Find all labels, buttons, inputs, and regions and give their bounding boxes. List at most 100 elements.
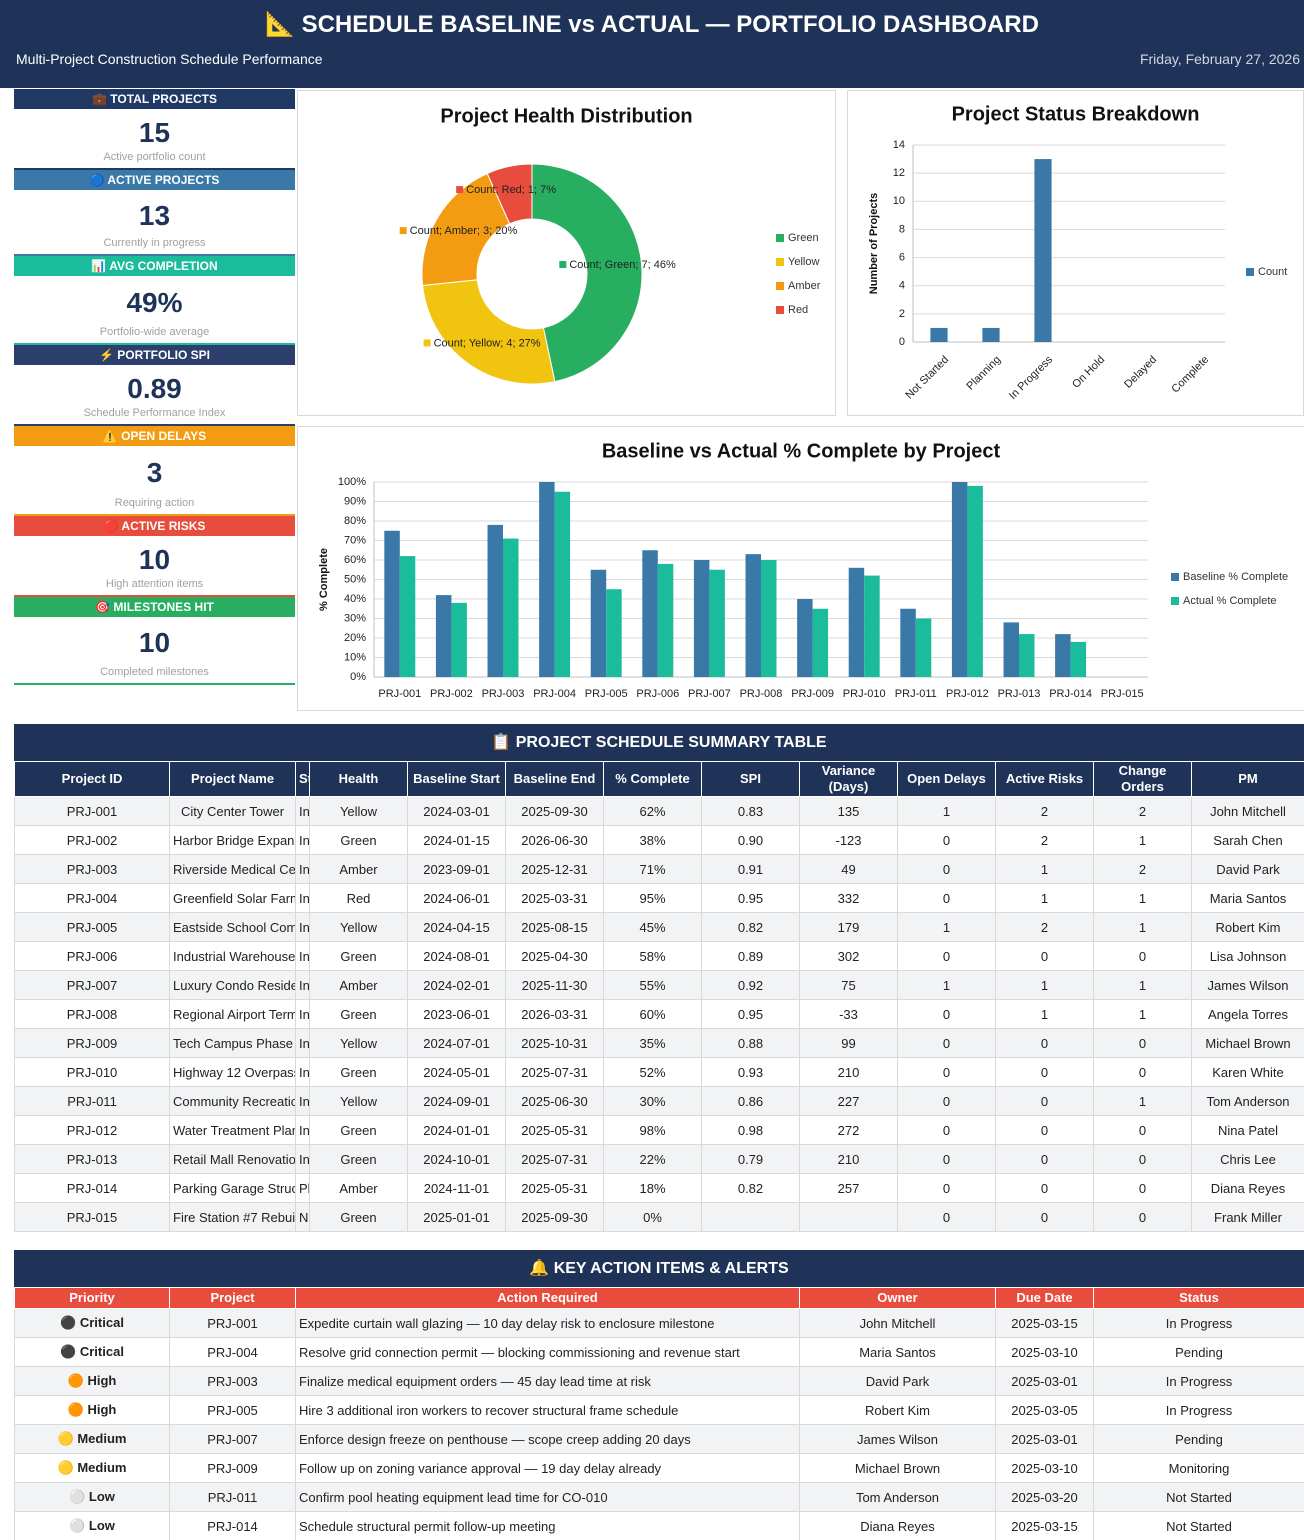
y-tick-label: 12 — [893, 167, 905, 179]
table-cell: 210 — [799, 1057, 898, 1087]
table-cell: James Wilson — [799, 1424, 996, 1454]
table-cell: 0 — [897, 1086, 996, 1116]
bar — [812, 608, 829, 677]
table-cell: 2024-01-15 — [407, 825, 506, 855]
table-cell: 49 — [799, 854, 898, 884]
legend-swatch — [776, 306, 784, 314]
table-cell: In Progress — [295, 999, 310, 1029]
y-tick-label: 20% — [344, 632, 366, 644]
table-cell: 0 — [897, 1057, 996, 1087]
table-cell: 1 — [1093, 970, 1192, 1000]
table-cell: 2024-04-15 — [407, 912, 506, 942]
table-cell: 2025-08-15 — [505, 912, 604, 942]
table-cell: 0% — [603, 1202, 702, 1232]
table-cell: 135 — [799, 796, 898, 826]
table-cell: PRJ-007 — [14, 970, 170, 1000]
header: 📐 SCHEDULE BASELINE vs ACTUAL — PORTFOLI… — [0, 0, 1304, 88]
table-cell: 2025-04-30 — [505, 941, 604, 971]
bar — [967, 485, 983, 677]
table-cell: 2024-01-01 — [407, 1115, 506, 1145]
section-title: 🔔 KEY ACTION ITEMS & ALERTS — [14, 1250, 1304, 1287]
table-cell: 227 — [799, 1086, 898, 1116]
table-cell: PRJ-001 — [14, 796, 170, 826]
table-cell: 2025-09-30 — [505, 796, 604, 826]
table-cell: 0.92 — [701, 970, 800, 1000]
table-row: 🟠 High PRJ-005 Hire 3 additional iron work… — [14, 1395, 1304, 1425]
table-cell: 22% — [603, 1144, 702, 1174]
table-cell: John Mitchell — [799, 1308, 996, 1338]
table-cell: 0 — [1093, 1202, 1192, 1232]
pie-slice — [486, 163, 533, 225]
table-cell: 🟡 Medium — [14, 1424, 170, 1454]
table-cell: 0.90 — [701, 825, 800, 855]
kpi-note: Active portfolio count — [103, 151, 206, 163]
kpi-note: Schedule Performance Index — [83, 407, 226, 419]
kpi-card: 🔵 ACTIVE PROJECTS 13 Currently in progress — [14, 170, 295, 256]
table-cell: 0 — [1093, 1115, 1192, 1145]
table-cell: 2025-03-05 — [995, 1395, 1094, 1425]
table-cell: 58% — [603, 941, 702, 971]
header-row: Priority Project Action Required Owner Due D… — [14, 1287, 1304, 1309]
kpi-label: 🎯 MILESTONES HIT — [14, 597, 295, 617]
column-header: Project ID — [14, 761, 170, 797]
pie-slice — [531, 163, 643, 383]
table-cell: ⚫ Critical — [14, 1337, 170, 1367]
column-header: PM — [1191, 761, 1304, 797]
table-cell: Karen White — [1191, 1057, 1304, 1087]
table-cell: Sarah Chen — [1191, 825, 1304, 855]
table-cell: Green — [309, 941, 408, 971]
table-cell: PRJ-002 — [14, 825, 170, 855]
table-cell: 0 — [897, 1202, 996, 1232]
table-cell: In Progress — [295, 796, 310, 826]
table-cell: 0.89 — [701, 941, 800, 971]
table-cell: 1 — [897, 796, 996, 826]
table-cell: 332 — [799, 883, 898, 913]
y-axis-title: Number of Projects — [868, 193, 880, 294]
table-cell: 2 — [1093, 854, 1192, 884]
table-cell: 2024-05-01 — [407, 1057, 506, 1087]
table-cell: Hire 3 additional iron workers to recove… — [295, 1395, 800, 1425]
table-cell: Not Started — [1093, 1511, 1304, 1540]
table-cell: 🟠 High — [14, 1395, 170, 1425]
table-cell: 0.91 — [701, 854, 800, 884]
kpi-card: ⚡ PORTFOLIO SPI 0.89 Schedule Performance … — [14, 345, 295, 426]
table-cell: Yellow — [309, 1086, 408, 1116]
table-row: ⚪ Low PRJ-011 Confirm pool heating equipme… — [14, 1482, 1304, 1512]
kpi-value: 3 — [146, 457, 163, 488]
table-cell: PRJ-003 — [169, 1366, 296, 1396]
table-cell: 98% — [603, 1115, 702, 1145]
y-tick-label: 0% — [350, 671, 366, 683]
table-cell: 0.88 — [701, 1028, 800, 1058]
chart: Baseline vs Actual % Complete by Project… — [297, 426, 1304, 711]
table-cell: 2025-01-01 — [407, 1202, 506, 1232]
x-tick-label: PRJ-013 — [998, 688, 1041, 700]
table-cell: 0 — [1093, 941, 1192, 971]
data-label: Count; Green; 7; 46% — [569, 259, 676, 271]
kpi-note: High attention items — [105, 578, 204, 590]
legend-label: Yellow — [788, 256, 819, 268]
table-cell: 0 — [897, 854, 996, 884]
table-cell: 0 — [995, 1028, 1094, 1058]
table-cell: 0 — [995, 1173, 1094, 1203]
table-cell: 257 — [799, 1173, 898, 1203]
table-cell: Amber — [309, 1173, 408, 1203]
x-tick-label: PRJ-007 — [688, 688, 731, 700]
table-cell — [799, 1202, 898, 1232]
column-header: Open Delays — [897, 761, 996, 797]
table-cell: PRJ-001 — [169, 1308, 296, 1338]
chart: Project Health Distribution Count; Green;… — [297, 90, 836, 416]
legend-swatch — [776, 282, 784, 290]
table-cell: 2024-10-01 — [407, 1144, 506, 1174]
table-cell: 0 — [1093, 1144, 1192, 1174]
table-cell: 1 — [1093, 999, 1192, 1029]
x-tick-label: Planning — [964, 354, 1003, 393]
kpi-label: 🔴 ACTIVE RISKS — [14, 516, 295, 536]
table-cell: Schedule structural permit follow-up mee… — [295, 1511, 800, 1540]
table-cell: Green — [309, 1115, 408, 1145]
table-cell: 75 — [799, 970, 898, 1000]
table-cell: 0.95 — [701, 999, 800, 1029]
table-cell: 0.83 — [701, 796, 800, 826]
table-cell: 0.79 — [701, 1144, 800, 1174]
table-cell: Green — [309, 999, 408, 1029]
